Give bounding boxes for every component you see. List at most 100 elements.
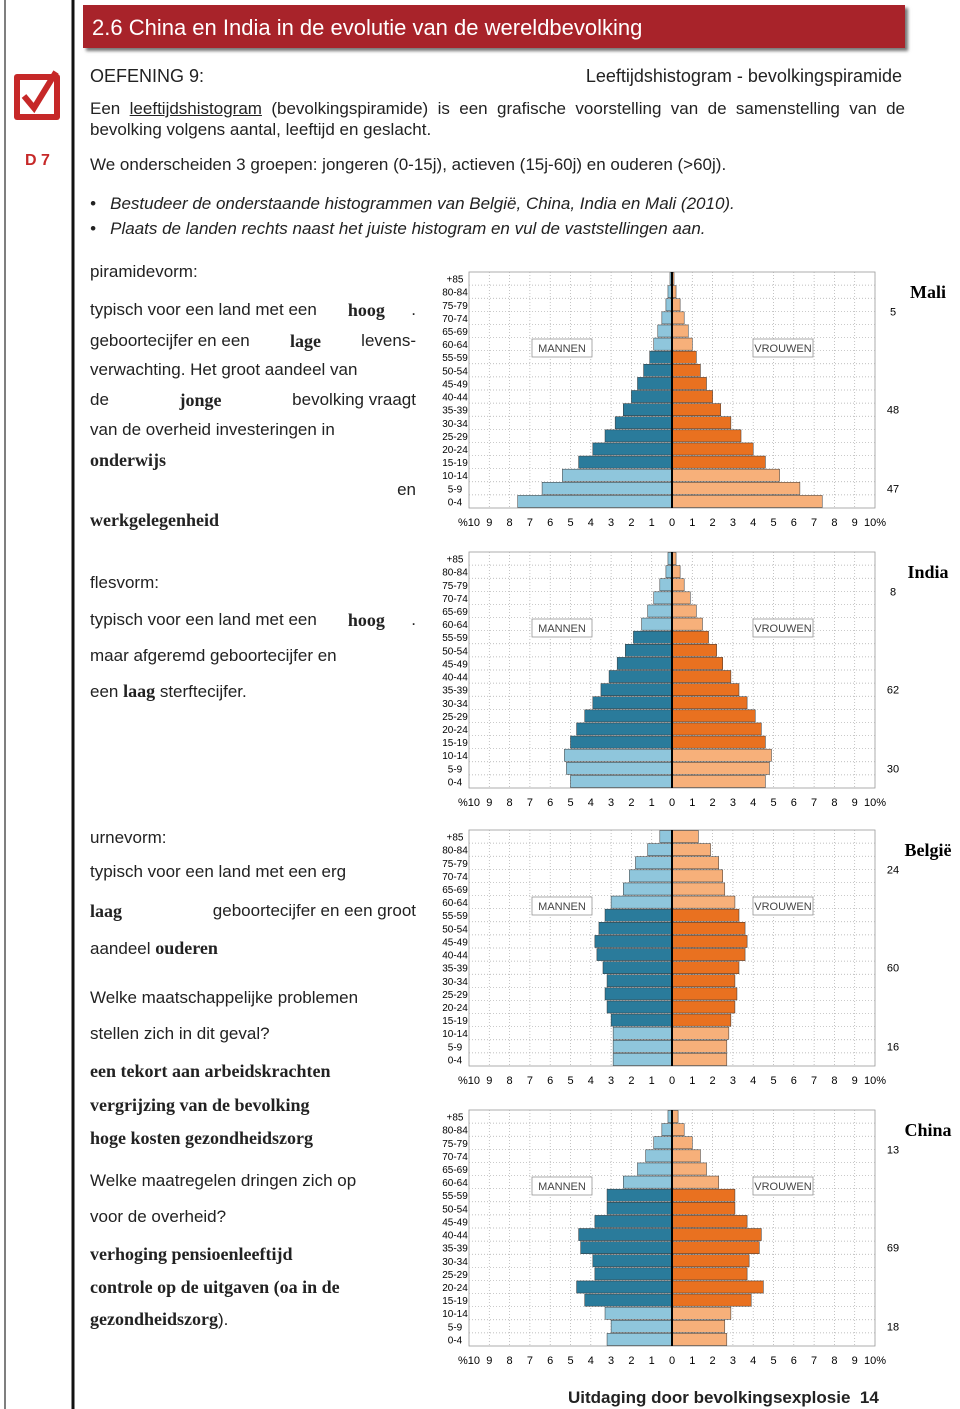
x-tick-label: 3 [730,1075,736,1087]
bar [592,696,673,710]
bar [623,882,673,896]
x-tick-label: 1 [689,797,695,809]
bar [566,762,673,775]
bar [616,657,673,670]
x-tick-label: 7 [811,517,817,529]
x-tick-label: 2 [710,1075,716,1087]
bar [606,1000,673,1014]
age-label: 30-34 [442,1257,468,1268]
group-share: 5 [890,306,896,318]
group-share: 47 [887,483,899,495]
bar [596,948,673,961]
text-line: en [90,480,416,500]
age-label: 40-44 [442,1231,468,1242]
age-label: 45-49 [442,659,468,670]
text-line: typisch voor een land met een erg [90,862,416,882]
bar [606,1188,673,1202]
bar [671,961,740,974]
bar [610,1320,673,1333]
x-tick-label: 6 [791,517,797,529]
country-name: India [907,562,948,582]
age-label: +85 [447,833,464,844]
bar [671,1026,730,1040]
bar [612,1053,673,1066]
age-label: 70-74 [442,1152,468,1163]
text-line: maar afgeremd geboortecijfer en [90,646,416,666]
bar [671,298,681,312]
x-tick-label: 5 [770,1355,776,1367]
x-tick-label: 2 [628,517,634,529]
bar [671,604,697,618]
age-label: 35-39 [442,686,468,697]
age-label: 70-74 [442,314,468,325]
x-tick-label: 4 [588,517,594,529]
text-line: geboortecijfer en een lage levens- [90,331,416,352]
text-line: Welke maatregelen dringen zich op [90,1171,416,1191]
text: typisch voor een land met een erg [90,862,347,881]
text-line: een laag sterftecijfer. [90,681,416,702]
bar [671,670,732,683]
age-label: 45-49 [442,1217,468,1228]
bar [657,324,673,338]
x-tick-label: 6 [547,1355,553,1367]
x-tick-label: %10 [458,1355,480,1367]
bar [671,429,742,443]
age-label: 60-64 [442,898,468,909]
group-share: 69 [887,1243,899,1255]
bar [671,337,693,351]
x-tick-label: 10% [864,1355,886,1367]
bar [671,709,756,723]
x-tick-label: 8 [507,1075,513,1087]
bar [671,882,726,896]
text-line: onderwijs [90,450,416,471]
x-tick-label: 4 [750,797,756,809]
bar [625,644,673,657]
bar [671,1254,750,1268]
age-label: 40-44 [442,951,468,962]
age-label: 45-49 [442,937,468,948]
bar [671,683,740,696]
text-line: voor de overheid? [90,1207,416,1227]
legend-label: VROUWEN [754,623,812,635]
x-tick-label: 9 [486,797,492,809]
page-title: 2.6 China en India in de evolutie van de… [92,15,643,40]
age-label: 20-24 [442,1003,468,1014]
group-share: 8 [890,586,896,598]
group-share: 30 [887,763,899,775]
bar [671,630,709,644]
age-label: 5-9 [448,1042,463,1053]
bar [671,935,748,948]
age-label: 45-49 [442,379,468,390]
side-label: D 7 [25,152,50,169]
x-tick-label: 5 [770,1075,776,1087]
x-tick-label: 8 [507,1355,513,1367]
bar [671,775,766,788]
legend-box [531,338,593,358]
x-tick-label: 1 [689,517,695,529]
text-line: controle op de uitgaven (oa in de [90,1277,416,1298]
bar [671,1013,732,1027]
bar [671,762,770,775]
age-label: 30-34 [442,699,468,710]
bar [578,455,673,469]
bar [671,311,685,325]
text: voor de overheid? [90,1207,227,1226]
intro-text: Een [90,99,130,118]
bar [608,670,673,683]
age-label: 0-4 [448,777,463,788]
legend-box [752,338,814,358]
text: stellen zich in dit geval? [90,1024,270,1043]
x-tick-label: 1 [649,517,655,529]
text: Welke maatschappelijke problemen [90,988,359,1007]
x-tick-label: 3 [608,1075,614,1087]
age-label: 40-44 [442,673,468,684]
bar [671,735,766,749]
group-share: 16 [887,1041,899,1053]
bar [576,1280,673,1294]
bar [671,657,723,670]
text-line: aandeel ouderen [90,938,416,959]
bar [671,1123,685,1136]
x-tick-label: 9 [852,1355,858,1367]
text: . [411,610,416,629]
age-label: 55-59 [442,911,468,922]
